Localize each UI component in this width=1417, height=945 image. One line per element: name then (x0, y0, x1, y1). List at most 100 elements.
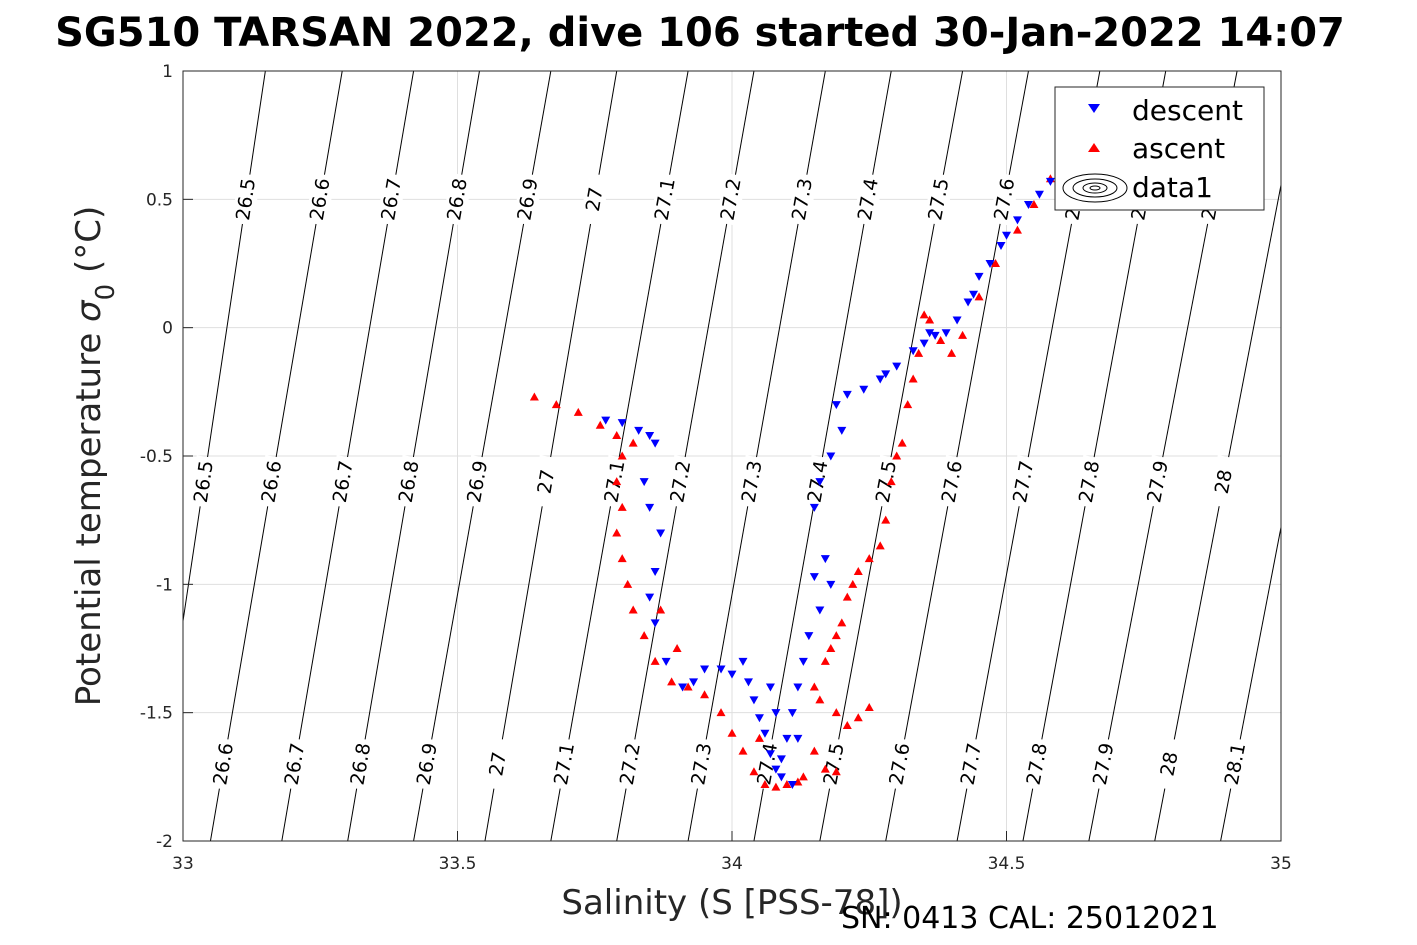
descent-point (798, 657, 808, 666)
contour-label-gap (579, 172, 610, 226)
contour-label: 27 (582, 186, 608, 214)
contour-label-gap (189, 455, 219, 509)
y-axis-label-sigma: σ (69, 299, 109, 322)
descent-point (787, 709, 797, 718)
descent-point (815, 478, 825, 487)
contour-label-gap (665, 455, 696, 509)
ascent-point (842, 592, 852, 601)
contour-label-gap (549, 737, 580, 791)
ascent-point (749, 767, 759, 776)
descent-point (645, 503, 655, 512)
ascent-point (853, 713, 863, 722)
descent-point (634, 426, 644, 435)
x-tick-label: 33.5 (439, 854, 477, 874)
descent-point (1012, 216, 1022, 225)
contour-label-gap (923, 172, 955, 226)
contour-label-gap (752, 737, 783, 791)
contour-label-gap (394, 455, 425, 509)
descent-point (941, 329, 951, 338)
descent-point (820, 555, 830, 564)
descent-point (716, 665, 726, 674)
contour-label-gap (305, 172, 336, 226)
ascent-point (551, 400, 561, 409)
ascent-point (815, 695, 825, 704)
y-tick-label: -1 (156, 575, 173, 595)
descent-point (771, 709, 781, 718)
descent-point (908, 347, 918, 356)
contour-label-gap (736, 455, 768, 509)
y-tick-label: 1 (162, 62, 173, 82)
footer-serial: SN: 0413 CAL: 25012021 (841, 901, 1219, 936)
ascent-point (936, 336, 946, 344)
contour-label-gap (1008, 455, 1040, 509)
descent-point (925, 329, 935, 338)
ascent-point (771, 782, 781, 791)
ascent-point (639, 631, 649, 640)
contour-label-gap (442, 172, 473, 226)
descent-point (645, 431, 655, 440)
descent-point (974, 272, 984, 281)
ascent-point (628, 438, 638, 447)
ascent-point (672, 644, 682, 652)
x-tick-label: 33 (172, 854, 194, 874)
descent-point (804, 632, 814, 641)
ascent-point (864, 554, 874, 563)
contour-label-gap (686, 737, 718, 791)
y-tick-label: 0 (162, 319, 173, 339)
descent-point (743, 678, 753, 687)
ascent-point (529, 392, 539, 401)
ascent-point (617, 451, 627, 460)
y-tick-label: -1.5 (140, 704, 173, 724)
contour-label-gap (936, 455, 968, 509)
chart-title: SG510 TARSAN 2022, dive 106 started 30-J… (55, 10, 1345, 56)
descent-point (700, 665, 710, 674)
ascent-point (831, 708, 841, 717)
ascent-point (842, 721, 852, 729)
y-tick-label: -2 (156, 832, 173, 852)
ascent-point (848, 579, 858, 588)
contour-label-gap (531, 455, 562, 509)
descent-point (765, 750, 775, 759)
descent-point (837, 426, 847, 435)
ascent-point (837, 618, 847, 627)
x-tick-label: 34 (721, 854, 743, 874)
ascent-point (650, 656, 660, 665)
ascent-point (914, 348, 924, 357)
ascent-point (947, 348, 957, 357)
contour-label-gap (1074, 455, 1105, 509)
ascent-point (738, 746, 748, 755)
ascent-point (793, 777, 803, 786)
contour-label-gap (376, 172, 407, 226)
ascent-point (782, 780, 792, 789)
contour-label-gap (884, 737, 916, 791)
ascent-point (612, 430, 622, 439)
contour-line (1220, 524, 1281, 841)
contour-label-gap (512, 172, 544, 226)
descent-point (1023, 200, 1033, 209)
contour-label-gap (208, 737, 239, 791)
ascent-point (716, 708, 726, 717)
descent-point (754, 714, 764, 723)
axis-ticks: 33 33.5 34 34.5 35 -2 -1.5 -1 -0.5 0 0.5 1 (140, 62, 1292, 874)
descent-point (930, 331, 940, 340)
descent-point (793, 734, 803, 743)
legend-descent-marker (1088, 104, 1100, 113)
contour-label-gap (1142, 455, 1174, 509)
descent-point (996, 242, 1006, 251)
descent-point (875, 375, 885, 384)
ascent-point (628, 605, 638, 614)
descent-point (793, 683, 803, 692)
contour-label-gap (345, 737, 376, 791)
contour-line (1154, 182, 1281, 841)
ascent-point (760, 780, 770, 789)
contour-label-gap (279, 737, 311, 791)
descent-point (738, 657, 748, 666)
descent-point (859, 385, 869, 394)
contour-label-gap (989, 172, 1021, 226)
descent-point (689, 678, 699, 687)
y-axis-label: Potential temperature σ0 (°C) (69, 206, 121, 706)
density-contours: 26.526.526.626.626.626.726.726.726.826.8… (183, 71, 1281, 841)
contour-label-gap (1088, 737, 1120, 791)
descent-point (771, 765, 781, 774)
